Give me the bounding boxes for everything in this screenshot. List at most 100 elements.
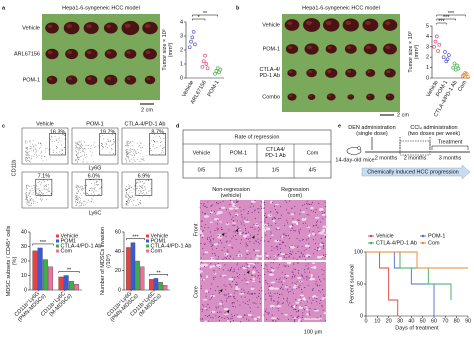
histology-nucleus <box>235 306 237 308</box>
histology-nucleus <box>290 230 292 232</box>
histology-nucleus <box>223 247 225 249</box>
x-axis-label: Days of treatment <box>395 325 439 331</box>
flow-event <box>28 161 30 162</box>
histology-nucleus <box>312 299 314 301</box>
legend-swatch <box>56 234 59 238</box>
histology-nucleus <box>287 212 289 214</box>
flow-event <box>35 202 37 204</box>
histology-nucleus <box>280 214 282 216</box>
histology-nucleus <box>316 297 318 299</box>
data-point <box>451 65 455 70</box>
flow-event <box>153 137 155 139</box>
flow-event <box>40 184 41 186</box>
histology-nucleus <box>279 239 281 242</box>
flow-event <box>33 154 35 155</box>
significance-bracket <box>126 238 145 241</box>
flow-event <box>28 185 30 187</box>
histology-nucleus <box>210 241 212 243</box>
histology-nucleus <box>291 207 293 209</box>
flow-event <box>80 185 82 187</box>
flow-event <box>85 193 87 194</box>
flow-event <box>27 152 29 153</box>
histology-nucleus <box>201 311 203 313</box>
bar <box>149 279 154 291</box>
histology-nucleus <box>283 242 285 244</box>
flow-event <box>35 157 37 158</box>
histology-nucleus <box>306 202 308 204</box>
y-tick-label: 1 <box>180 61 183 67</box>
histology-nucleus <box>321 210 323 212</box>
histology-space <box>314 216 320 219</box>
flow-event <box>125 194 127 196</box>
flow-event <box>76 199 78 200</box>
flow-event <box>27 201 29 203</box>
histology-nucleus <box>293 321 295 323</box>
flow-event <box>77 143 79 145</box>
y-axis-label: Percent survival <box>349 264 355 303</box>
histology-nucleus <box>285 265 287 267</box>
histology-nucleus <box>309 314 311 316</box>
histology-space <box>318 208 324 212</box>
histology-nucleus <box>295 308 297 311</box>
histology-nucleus <box>206 206 208 209</box>
tumor-highlight <box>306 20 313 25</box>
flow-event <box>26 152 27 153</box>
flow-event <box>29 192 30 194</box>
flow-event <box>32 150 34 152</box>
histology-space <box>321 297 325 300</box>
histology-space <box>239 292 245 295</box>
flow-event <box>39 190 41 191</box>
flow-event <box>159 141 161 143</box>
flow-event <box>77 151 79 153</box>
histology-nucleus <box>224 312 226 314</box>
histology-space <box>267 214 273 217</box>
flow-event <box>36 149 38 151</box>
histology-space <box>202 263 208 267</box>
data-point <box>193 42 197 47</box>
flow-event <box>27 194 29 196</box>
histology-nucleus <box>264 273 266 276</box>
histology-nucleus <box>256 224 258 226</box>
histology-space <box>262 224 269 227</box>
histology-nucleus <box>300 289 303 291</box>
flow-event <box>75 194 77 196</box>
histology-nucleus <box>303 269 305 271</box>
histology-nucleus <box>247 211 249 213</box>
flow-event <box>36 151 37 152</box>
histology-nucleus <box>230 318 232 320</box>
histology-space <box>205 289 208 293</box>
legend-swatch <box>146 244 149 248</box>
tumor <box>382 19 398 31</box>
data-point <box>466 75 470 79</box>
histology-nucleus <box>321 242 323 244</box>
flow-event <box>132 157 134 159</box>
histology-space <box>243 234 247 238</box>
data-point <box>203 53 207 58</box>
histology-space <box>253 317 258 321</box>
flow-event <box>94 190 96 192</box>
flow-event <box>130 196 131 198</box>
histology-nucleus <box>313 276 315 278</box>
histology-nucleus <box>321 269 323 271</box>
histology-nucleus <box>322 257 324 259</box>
flow-event <box>75 186 77 188</box>
significance-label: *** <box>443 15 450 21</box>
column-label: POM-1 <box>86 121 103 127</box>
flow-event <box>33 146 35 148</box>
histology-nucleus <box>213 272 215 274</box>
text-line: Number of MDSCs invasion <box>100 227 106 295</box>
histology-space <box>291 220 298 224</box>
histology-nucleus <box>229 270 231 272</box>
flow-event <box>33 145 35 147</box>
histology-nucleus <box>286 299 288 301</box>
histology-nucleus <box>233 314 236 317</box>
flow-event <box>155 135 157 137</box>
flow-event <box>128 186 130 187</box>
histology-nucleus <box>264 221 266 223</box>
flow-event <box>96 180 97 182</box>
histology-space <box>213 243 220 246</box>
flow-event <box>80 155 82 157</box>
flow-event <box>162 147 164 149</box>
bar <box>162 285 168 291</box>
legend-marker <box>421 234 425 238</box>
